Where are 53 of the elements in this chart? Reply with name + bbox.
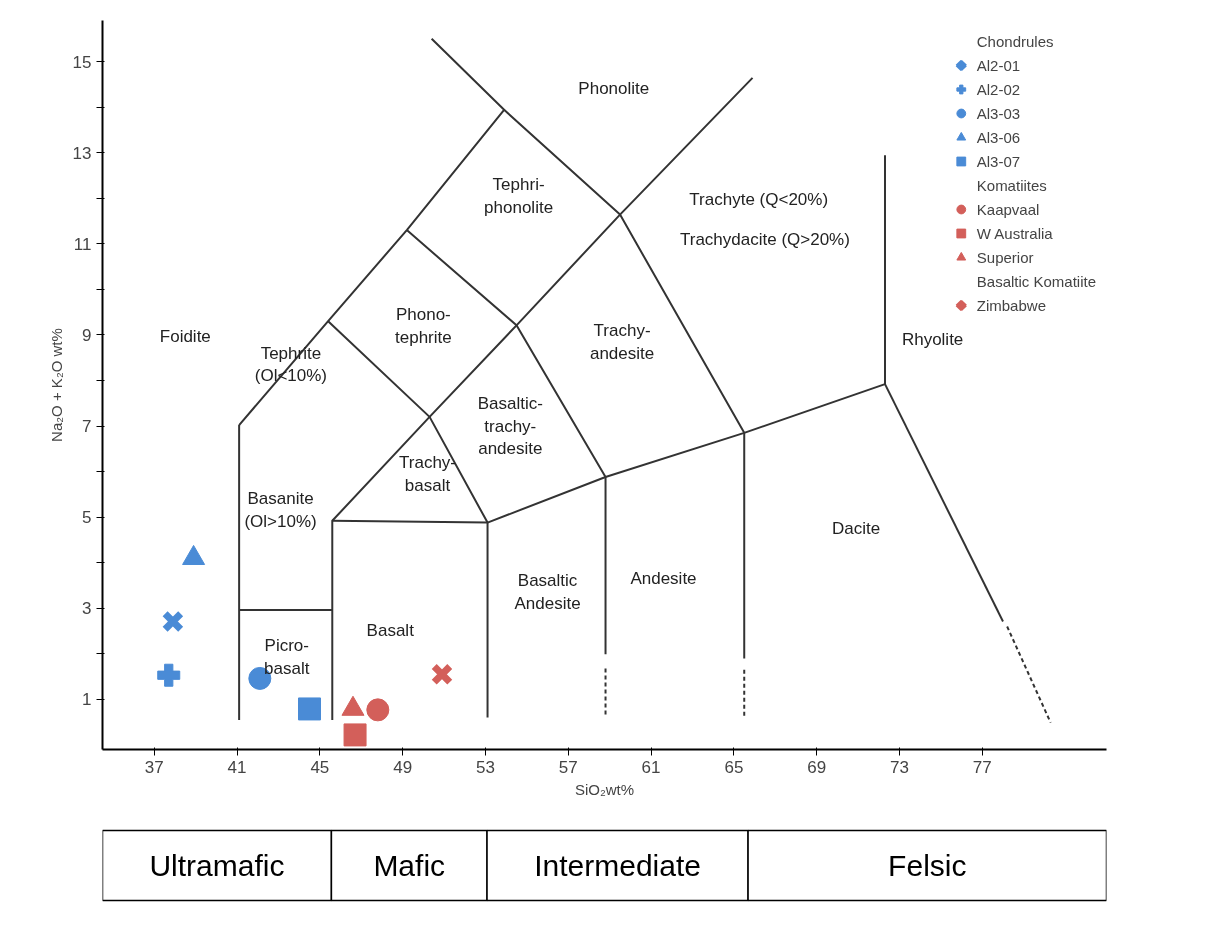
x-tick-label: 73: [890, 757, 909, 777]
annotation: Rhyolite: [901, 329, 964, 349]
x-tick-label: 45: [310, 757, 330, 777]
x-tick-label: 65: [724, 757, 744, 777]
legend-label: Zimbabwe: [976, 296, 1046, 314]
x-tick-label: 69: [807, 757, 827, 777]
legend-label: Al3-06: [976, 128, 1021, 146]
x-tick-label: 77: [972, 757, 992, 777]
annotation: Foidite: [159, 326, 211, 346]
annotation: Dacite: [831, 519, 881, 539]
annotation: Phonolite: [578, 79, 650, 99]
legend-label: Al3-03: [976, 104, 1021, 122]
annotation: Basaltic- trachy- andesite: [477, 393, 543, 459]
annotation: Trachydacite (Q>20%): [679, 229, 850, 249]
text: Mafic: [373, 849, 446, 882]
text: Basaltic Komatiite: [976, 272, 1096, 290]
y-tick-label: 1: [82, 690, 92, 710]
x-tick-label: 49: [393, 757, 413, 777]
text: Ultramafic: [149, 849, 285, 882]
legend-label: W Australia: [976, 224, 1053, 242]
y-tick-label: 7: [82, 417, 92, 437]
y-tick-label: 11: [73, 234, 92, 254]
x-tick-label: 53: [476, 757, 495, 777]
legend-label: Superior: [976, 248, 1034, 266]
annotation: Phono- tephrite: [395, 304, 452, 347]
x-tick-label: 41: [227, 757, 247, 777]
annotation: Basanite (Ol>10%): [244, 489, 317, 532]
y-tick-label: 9: [82, 325, 92, 345]
text: Felsic: [888, 849, 967, 882]
annotation: Trachy- andesite: [589, 320, 655, 363]
annotation: Andesite: [630, 568, 697, 588]
annotation: Trachyte (Q<20%): [689, 190, 829, 210]
y-tick-label: 3: [82, 599, 92, 619]
annotation: Picro- basalt: [264, 636, 310, 678]
annotation: Basaltic Andesite: [514, 570, 581, 613]
y-tick-label: 5: [82, 508, 92, 528]
text: Chondrules: [976, 32, 1054, 50]
x-tick-label: 57: [558, 757, 578, 777]
annotation: Trachy- basalt: [399, 452, 457, 495]
legend-label: Al3-07: [976, 152, 1021, 170]
text: Intermediate: [534, 849, 701, 882]
y-axis-title: Na₂O + K₂O wt%: [47, 328, 65, 442]
y-tick-label: 15: [72, 52, 92, 72]
text: Komatiites: [976, 176, 1047, 194]
legend-label: Kaapvaal: [976, 200, 1040, 218]
x-tick-label: 37: [144, 757, 164, 777]
annotation: Basalt: [366, 620, 415, 640]
annotation: Tephri- phonolite: [484, 175, 554, 217]
y-tick-label: 13: [72, 143, 92, 163]
legend-label: Al2-02: [976, 80, 1021, 98]
x-tick-label: 61: [641, 757, 661, 777]
x-axis-title: SiO₂wt%: [574, 780, 635, 798]
legend-label: Al2-01: [976, 56, 1021, 74]
